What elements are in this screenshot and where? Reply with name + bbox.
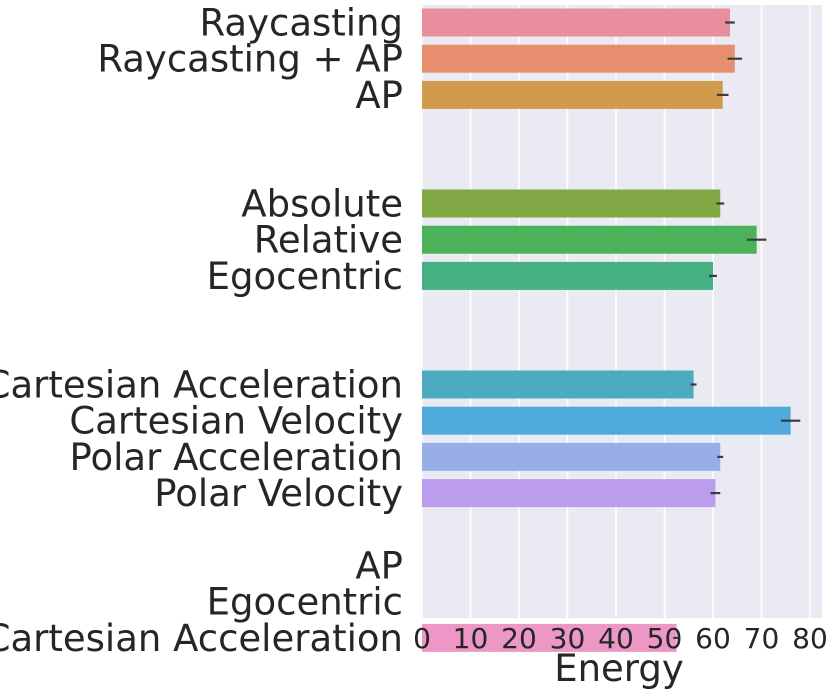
category-label: Raycasting + AP (97, 38, 403, 81)
x-tick-label: 80 (792, 622, 828, 655)
x-tick-label: 40 (598, 622, 634, 655)
error-bars-group (673, 21, 801, 640)
bar (422, 44, 735, 73)
category-label: Relative (254, 219, 403, 262)
x-tick-label: 60 (695, 622, 731, 655)
bar (422, 261, 713, 290)
bar (422, 80, 723, 109)
x-tick-label: 10 (453, 622, 489, 655)
bar (422, 406, 791, 435)
category-label: Polar Acceleration (70, 436, 403, 479)
category-label: Cartesian Velocity (69, 400, 403, 443)
category-label: Cartesian Acceleration (0, 364, 403, 407)
category-label: Egocentric (207, 581, 403, 624)
x-tick-label: 30 (550, 622, 586, 655)
bar (422, 623, 677, 652)
bar (422, 225, 757, 254)
category-label: AP (355, 545, 403, 588)
x-tick-label: 50 (647, 622, 683, 655)
category-label: AP (355, 74, 403, 117)
category-label: Absolute (241, 183, 403, 226)
category-label: Egocentric (207, 255, 403, 298)
x-tick-label: 70 (744, 622, 780, 655)
x-tick-label: 0 (413, 622, 431, 655)
category-label: Cartesian Acceleration (0, 617, 403, 660)
category-label: Polar Velocity (154, 472, 403, 515)
bar (422, 8, 730, 37)
bar (422, 189, 721, 218)
x-tick-labels-group: 0 10 20 30 40 50 60 70 80 (413, 622, 828, 655)
x-axis-title: Energy (554, 647, 684, 690)
bars-group (422, 8, 791, 652)
category-label: Raycasting (200, 2, 403, 45)
x-tick-label: 20 (501, 622, 537, 655)
bar (422, 370, 694, 399)
bar (422, 442, 721, 471)
bar (422, 479, 716, 508)
